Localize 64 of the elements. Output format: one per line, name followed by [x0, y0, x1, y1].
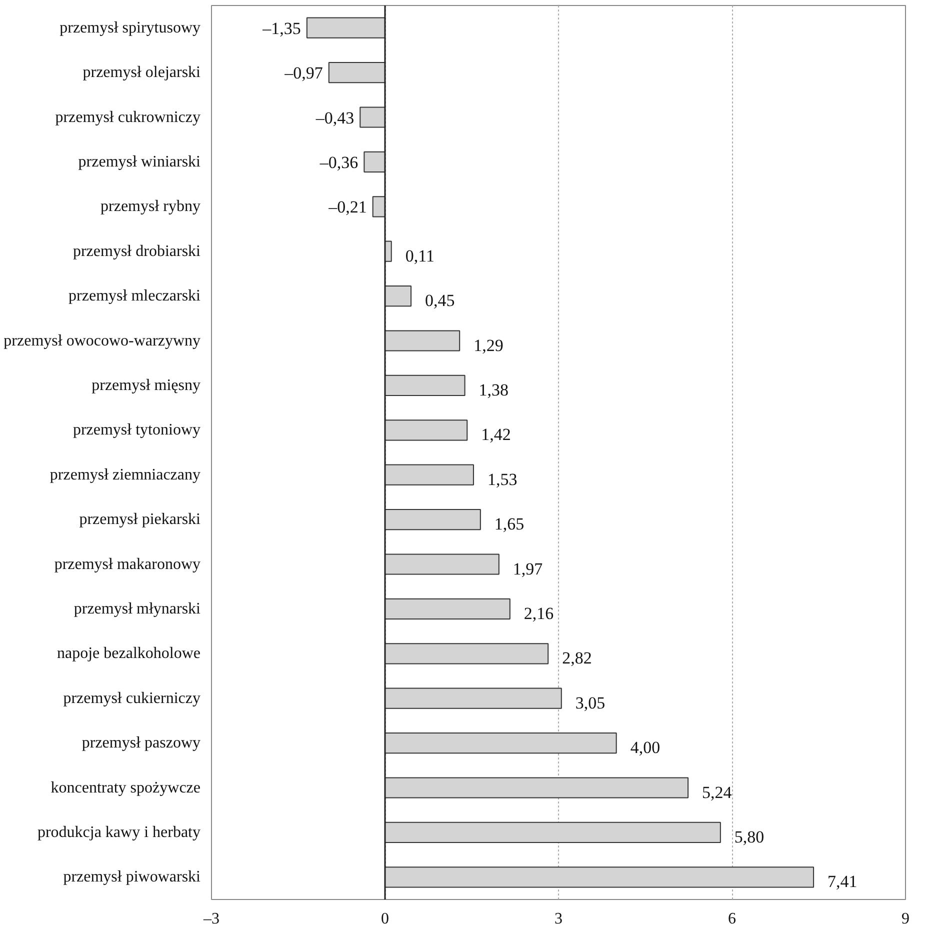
- y-tick-label: przemysł cukierniczy: [63, 690, 201, 707]
- y-tick-label: przemysł cukrowniczy: [55, 108, 200, 126]
- bar: [384, 822, 721, 844]
- data-label: 4,00: [630, 738, 660, 758]
- y-tick-label: przemysł rybny: [100, 198, 201, 216]
- data-label: 1,97: [512, 559, 544, 578]
- data-label: 3,05: [575, 693, 606, 712]
- bar: [384, 420, 468, 441]
- y-tick-label: przemysł paszowy: [82, 734, 201, 752]
- x-tick-label: 9: [902, 910, 910, 928]
- bar: [384, 866, 814, 888]
- bar: [384, 374, 466, 396]
- bar: [384, 777, 689, 798]
- data-label: –0,43: [314, 108, 354, 128]
- y-tick-label: przemysł mleczarski: [68, 288, 202, 305]
- bar: [384, 688, 562, 709]
- data-label: 2,82: [562, 648, 592, 668]
- bar: [384, 330, 460, 352]
- y-tick-label: przemysł mięsny: [92, 376, 201, 394]
- y-tick-label: przemysł owocowo-warzywny: [4, 332, 200, 350]
- y-tick-label: przemysł młynarski: [74, 600, 202, 618]
- y-tick-label: przemysł spirytusowy: [60, 19, 200, 36]
- data-label: –0,97: [284, 64, 324, 83]
- bar: [384, 285, 412, 307]
- data-label: 1,42: [481, 425, 511, 444]
- bar: [364, 151, 386, 173]
- data-label: 5,80: [734, 827, 764, 846]
- bar: [384, 464, 474, 486]
- y-tick-label: przemysł drobiarski: [72, 242, 202, 260]
- y-tick-label: przemysł piekarski: [79, 511, 202, 528]
- data-label: 1,38: [478, 380, 509, 400]
- data-label: 0,45: [425, 291, 455, 310]
- x-tick-label: 0: [381, 910, 389, 928]
- data-label: 2,16: [524, 604, 554, 623]
- x-tick-label: 6: [728, 910, 736, 928]
- bar: [384, 508, 481, 530]
- y-tick-label: przemysł ziemniaczany: [50, 466, 200, 484]
- data-label: 1,65: [494, 514, 524, 534]
- y-tick-label: przemysł winiarski: [78, 153, 202, 170]
- y-tick-label: przemysł tytoniowy: [72, 422, 201, 439]
- data-label: 1,53: [487, 470, 518, 489]
- data-label: 1,29: [474, 336, 504, 355]
- data-label: 5,24: [702, 782, 732, 802]
- y-tick-label: przemysł olejarski: [82, 64, 202, 82]
- data-label: 0,11: [405, 246, 434, 266]
- bar: [328, 62, 386, 84]
- data-label: 7,41: [828, 872, 858, 892]
- bar: [372, 196, 386, 218]
- data-label: –0,36: [318, 152, 358, 172]
- y-tick-label: przemysł piwowarski: [63, 868, 202, 886]
- bar: [384, 598, 510, 620]
- y-tick-label: produkcja kawy i herbaty: [37, 824, 201, 841]
- bar: [306, 17, 386, 38]
- bar: [384, 643, 549, 664]
- data-label: –1,35: [262, 18, 301, 38]
- y-tick-label: koncentraty spożywcze: [50, 779, 201, 796]
- x-tick-label: 3: [554, 910, 562, 928]
- data-label: –0,21: [328, 198, 367, 217]
- y-tick-label: napoje bezalkoholowe: [57, 645, 200, 662]
- bar: [384, 732, 617, 754]
- bar: [384, 554, 500, 575]
- y-tick-label: przemysł makaronowy: [54, 556, 201, 573]
- x-tick-label: –3: [202, 910, 220, 928]
- bar: [360, 106, 386, 128]
